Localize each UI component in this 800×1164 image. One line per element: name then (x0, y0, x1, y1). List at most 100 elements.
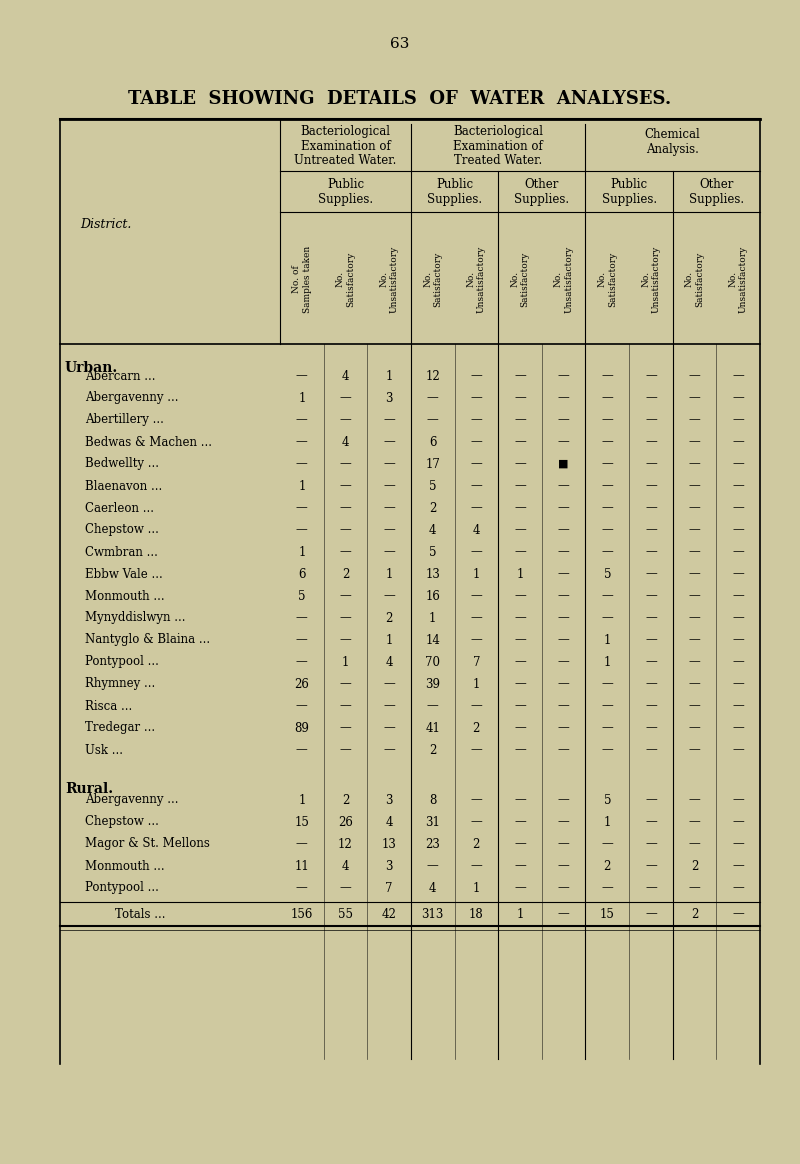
Text: —: — (689, 435, 701, 448)
Text: —: — (689, 369, 701, 383)
Text: —: — (645, 391, 657, 405)
Text: —: — (602, 435, 613, 448)
Text: 12: 12 (426, 369, 440, 383)
Text: —: — (689, 524, 701, 537)
Text: —: — (296, 838, 308, 851)
Text: —: — (645, 633, 657, 646)
Text: 4: 4 (342, 435, 350, 448)
Text: —: — (514, 881, 526, 894)
Text: —: — (514, 546, 526, 559)
Text: —: — (339, 502, 351, 514)
Text: Rural.: Rural. (65, 782, 113, 796)
Text: —: — (470, 369, 482, 383)
Text: —: — (514, 816, 526, 829)
Text: Cwmbran ...: Cwmbran ... (85, 546, 158, 559)
Text: No.
Satisfactory: No. Satisfactory (598, 251, 617, 306)
Text: —: — (558, 700, 570, 712)
Text: —: — (602, 480, 613, 492)
Text: 2: 2 (603, 859, 611, 873)
Text: —: — (558, 546, 570, 559)
Text: No.
Satisfactory: No. Satisfactory (336, 251, 355, 306)
Text: —: — (732, 838, 744, 851)
Text: 4: 4 (429, 524, 437, 537)
Text: 3: 3 (386, 391, 393, 405)
Text: —: — (689, 722, 701, 734)
Text: —: — (732, 391, 744, 405)
Text: —: — (296, 700, 308, 712)
Text: —: — (558, 391, 570, 405)
Text: No.
Unsatisfactory: No. Unsatisfactory (729, 246, 748, 313)
Text: —: — (339, 881, 351, 894)
Text: —: — (732, 722, 744, 734)
Text: —: — (689, 838, 701, 851)
Text: Mynyddislwyn ...: Mynyddislwyn ... (85, 611, 186, 625)
Text: —: — (732, 435, 744, 448)
Text: —: — (383, 502, 395, 514)
Text: —: — (558, 502, 570, 514)
Text: 4: 4 (473, 524, 480, 537)
Text: —: — (383, 546, 395, 559)
Text: —: — (296, 435, 308, 448)
Text: —: — (514, 369, 526, 383)
Text: Totals ...: Totals ... (115, 908, 166, 921)
Text: —: — (645, 546, 657, 559)
Text: 42: 42 (382, 908, 397, 921)
Text: No.
Unsatisfactory: No. Unsatisfactory (554, 246, 574, 313)
Text: 1: 1 (298, 480, 306, 492)
Text: —: — (296, 502, 308, 514)
Text: 2: 2 (429, 744, 437, 757)
Text: Public
Supplies.: Public Supplies. (427, 178, 482, 206)
Text: 1: 1 (298, 794, 306, 807)
Text: 1: 1 (473, 568, 480, 581)
Text: Nantyglo & Blaina ...: Nantyglo & Blaina ... (85, 633, 210, 646)
Text: —: — (470, 744, 482, 757)
Text: Abercarn ...: Abercarn ... (85, 369, 155, 383)
Text: 7: 7 (473, 655, 480, 668)
Text: 2: 2 (342, 568, 349, 581)
Text: —: — (732, 369, 744, 383)
Text: —: — (514, 722, 526, 734)
Text: —: — (645, 677, 657, 690)
Text: Public
Supplies.: Public Supplies. (318, 178, 373, 206)
Text: Monmouth ...: Monmouth ... (85, 589, 165, 603)
Text: 55: 55 (338, 908, 353, 921)
Text: —: — (514, 633, 526, 646)
Text: —: — (602, 838, 613, 851)
Text: Pontypool ...: Pontypool ... (85, 881, 159, 894)
Text: —: — (558, 589, 570, 603)
Text: —: — (602, 611, 613, 625)
Text: —: — (558, 568, 570, 581)
Text: —: — (558, 816, 570, 829)
Text: 1: 1 (342, 655, 349, 668)
Text: Bacteriological
Examination of
Untreated Water.: Bacteriological Examination of Untreated… (294, 125, 397, 168)
Text: —: — (514, 480, 526, 492)
Text: 18: 18 (469, 908, 484, 921)
Text: —: — (558, 881, 570, 894)
Text: 1: 1 (386, 633, 393, 646)
Text: —: — (645, 502, 657, 514)
Text: —: — (470, 457, 482, 470)
Text: —: — (514, 589, 526, 603)
Text: —: — (689, 794, 701, 807)
Text: —: — (645, 655, 657, 668)
Text: —: — (383, 677, 395, 690)
Text: —: — (732, 568, 744, 581)
Text: —: — (514, 611, 526, 625)
Text: No.
Satisfactory: No. Satisfactory (510, 251, 530, 306)
Text: Other
Supplies.: Other Supplies. (689, 178, 744, 206)
Text: —: — (602, 524, 613, 537)
Text: —: — (427, 413, 438, 426)
Text: —: — (558, 413, 570, 426)
Text: —: — (732, 908, 744, 921)
Text: —: — (732, 794, 744, 807)
Text: 313: 313 (422, 908, 444, 921)
Text: 2: 2 (691, 908, 698, 921)
Text: 41: 41 (426, 722, 440, 734)
Text: —: — (602, 744, 613, 757)
Text: —: — (383, 480, 395, 492)
Text: —: — (296, 744, 308, 757)
Text: Tredegar ...: Tredegar ... (85, 722, 155, 734)
Text: —: — (558, 369, 570, 383)
Text: —: — (645, 524, 657, 537)
Text: —: — (689, 391, 701, 405)
